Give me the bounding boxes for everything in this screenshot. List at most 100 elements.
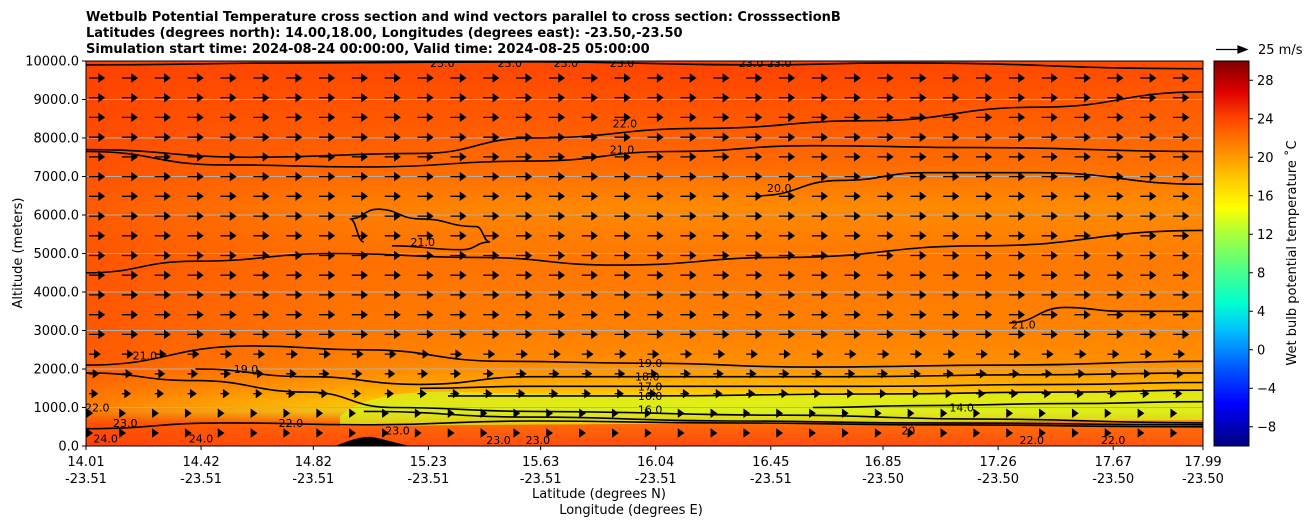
wind-vector xyxy=(713,290,730,300)
wind-vector xyxy=(841,408,849,419)
wind-vector xyxy=(349,408,356,419)
wind-vector xyxy=(450,211,467,221)
wind-vector xyxy=(581,388,592,399)
wind-vector xyxy=(187,290,204,300)
wind-vector xyxy=(450,231,467,241)
wind-vector xyxy=(89,191,106,202)
wind-vector xyxy=(1008,112,1026,123)
wind-vector xyxy=(910,369,921,379)
wind-vector xyxy=(286,250,303,261)
y-tick-label: 6000.0 xyxy=(34,209,80,224)
contour-line xyxy=(349,208,491,251)
wind-vector xyxy=(119,428,127,438)
wind-vector xyxy=(384,231,401,241)
wind-vector xyxy=(1041,92,1058,103)
wind-vector xyxy=(283,428,291,438)
wind-vector xyxy=(450,191,467,202)
wind-vector xyxy=(943,329,960,340)
wind-vector xyxy=(220,388,230,399)
wind-vector xyxy=(746,290,763,300)
wind-vector xyxy=(450,132,467,142)
wind-vector xyxy=(1104,408,1112,419)
wind-vector xyxy=(1074,191,1091,202)
wind-vector xyxy=(548,152,566,162)
wind-vector xyxy=(286,211,303,221)
wind-vector xyxy=(976,270,993,280)
title-line-2: Latitudes (degrees north): 14.00,18.00, … xyxy=(86,26,683,41)
wind-vector xyxy=(844,290,861,300)
wind-vector xyxy=(1041,369,1053,379)
wind-vector xyxy=(811,309,828,320)
x-tick-label-longitude: -23.51 xyxy=(520,472,562,487)
wind-vector xyxy=(286,92,303,103)
x-tick-label-latitude: 16.04 xyxy=(637,455,674,470)
wind-vector xyxy=(384,309,401,320)
wind-vector xyxy=(811,211,828,221)
y-tick-label: 3000.0 xyxy=(34,324,80,339)
x-tick-label-latitude: 17.26 xyxy=(980,455,1017,470)
wind-vector xyxy=(384,132,401,142)
wind-vector xyxy=(1008,388,1019,399)
wind-vector xyxy=(778,369,790,379)
y-tick-label: 5000.0 xyxy=(34,247,80,262)
wind-vector xyxy=(614,231,631,241)
wind-vector xyxy=(548,73,566,83)
contour-line xyxy=(86,229,1203,274)
wind-vector xyxy=(778,112,796,123)
wind-vector xyxy=(319,211,336,221)
wind-vector xyxy=(1107,152,1124,162)
wind-vector xyxy=(516,270,533,280)
wind-vector xyxy=(877,349,890,359)
wind-vector xyxy=(1008,171,1026,182)
wind-vector xyxy=(1008,132,1026,142)
x-tick-label-latitude: 14.82 xyxy=(295,455,332,470)
wind-vector xyxy=(483,112,500,123)
wind-vector xyxy=(943,369,954,379)
wind-vector xyxy=(746,112,763,123)
wind-vector xyxy=(1074,92,1091,103)
colorbar-tick-label: 12 xyxy=(1257,228,1274,243)
wind-vector xyxy=(910,132,927,142)
wind-vector xyxy=(1041,171,1058,182)
wind-vector xyxy=(844,369,856,379)
wind-vector xyxy=(877,231,894,241)
wind-vector xyxy=(644,428,652,438)
wind-vector xyxy=(286,270,303,280)
wind-vector xyxy=(1008,349,1021,359)
wind-vector xyxy=(319,329,336,340)
wind-vector xyxy=(1173,132,1190,142)
wind-vector xyxy=(1173,250,1190,261)
y-axis: 0.0 1000.0 2000.0 3000.0 4000.0 5000.0 6000.0 7… xyxy=(25,55,86,455)
wind-vector xyxy=(746,388,756,399)
wind-vector xyxy=(647,73,664,83)
wind-vector xyxy=(844,329,861,340)
wind-vector xyxy=(1041,270,1058,280)
wind-vector xyxy=(220,132,237,142)
wind-vector xyxy=(384,171,401,182)
wind-vector xyxy=(647,349,660,359)
wind-vector xyxy=(253,388,263,399)
wind-vector xyxy=(483,191,500,202)
wind-vector xyxy=(220,231,237,241)
wind-vector xyxy=(647,152,664,162)
wind-vector xyxy=(976,132,993,142)
wind-vector xyxy=(778,309,796,320)
wind-vector xyxy=(1173,388,1183,399)
title-line-3: Simulation start time: 2024-08-24 00:00:… xyxy=(86,42,650,57)
wind-vector xyxy=(319,388,329,399)
wind-vector xyxy=(746,309,763,320)
wind-vector xyxy=(910,349,923,359)
contour-line xyxy=(419,381,1203,390)
wind-vector xyxy=(516,191,533,202)
quiver-key: 25 m/s xyxy=(1216,43,1303,58)
wind-vector xyxy=(546,408,554,419)
wind-vector xyxy=(1107,211,1124,221)
wind-vector xyxy=(154,250,171,261)
contour-label: 23.0 xyxy=(486,434,511,447)
wind-vector xyxy=(680,73,697,83)
wind-vector xyxy=(844,211,861,221)
wind-vector xyxy=(187,250,204,261)
wind-vector xyxy=(450,73,467,83)
wind-vector xyxy=(1140,211,1157,221)
wind-vector xyxy=(152,408,159,419)
